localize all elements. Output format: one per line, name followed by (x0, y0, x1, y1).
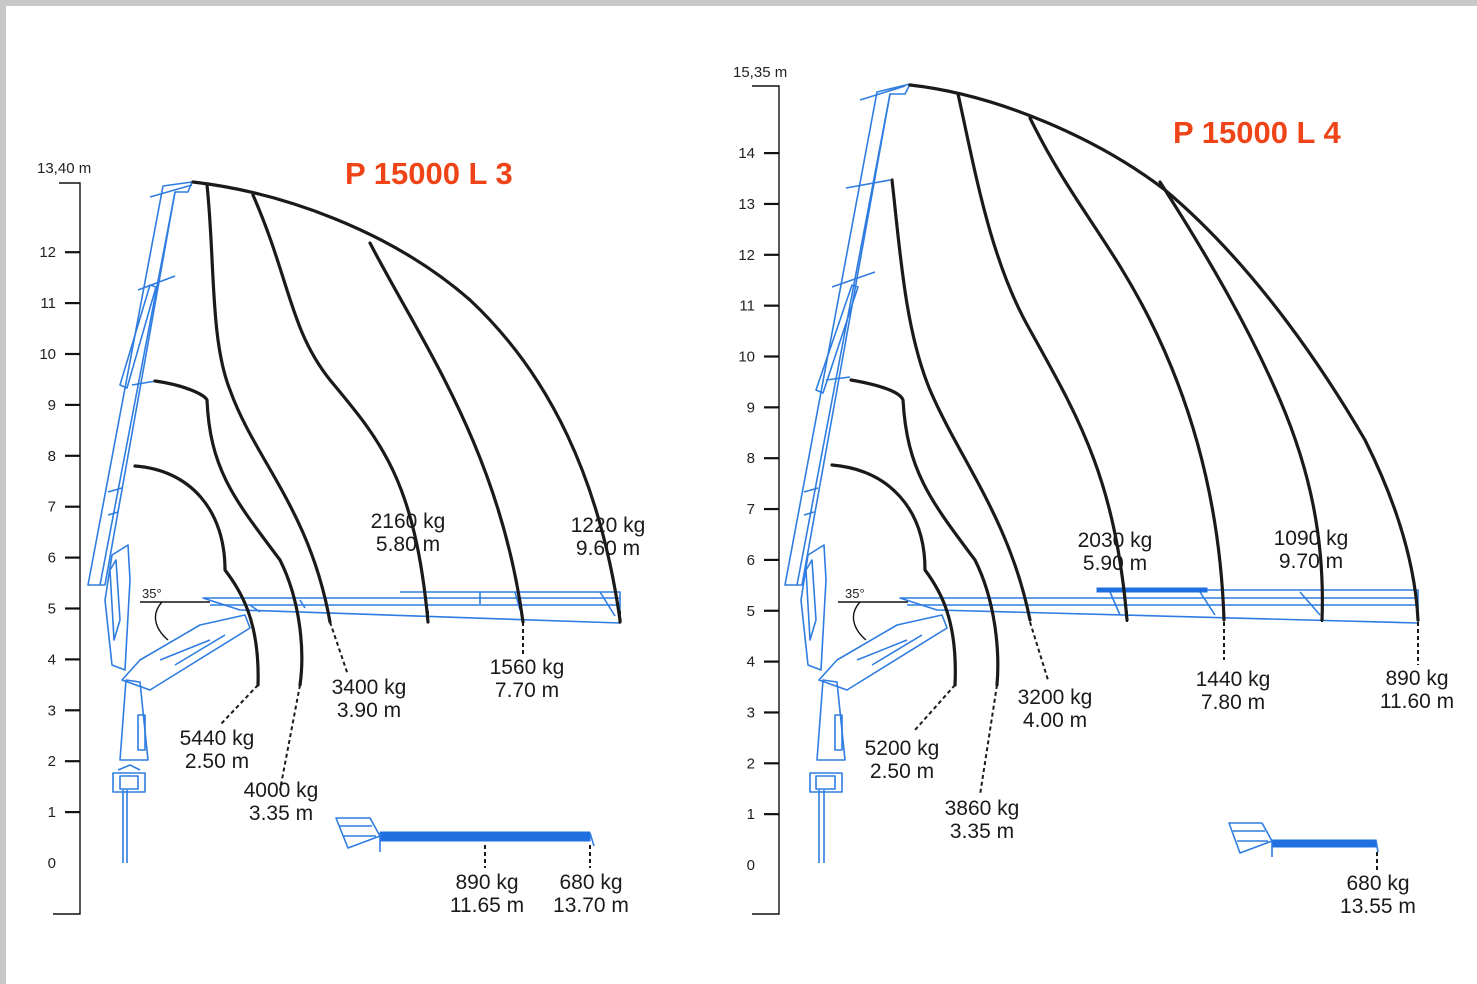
load-label-m: 2.50 m (185, 750, 249, 773)
load-label-kg: 5440 kg (180, 727, 255, 750)
load-label-m: 3.35 m (950, 820, 1014, 843)
load-label-kg: 680 kg (1346, 872, 1409, 895)
y-tick-label: 1 (48, 804, 56, 821)
load-curve-2500 (133, 464, 260, 687)
y-tick-label: 14 (738, 145, 755, 162)
y-tick-label: 7 (747, 501, 755, 518)
load-label-kg: 890 kg (1385, 667, 1448, 690)
y-tick-label: 2 (48, 753, 56, 770)
y-tick-label: 13 (738, 196, 755, 213)
angle-label: 35° (845, 586, 865, 601)
y-tick-label: 12 (39, 244, 56, 261)
load-curve-3900 (205, 183, 332, 624)
load-label-m: 5.80 m (376, 533, 440, 556)
max-height-label: 13,40 m (37, 160, 91, 177)
y-tick-label: 2 (747, 755, 755, 772)
load-label-kg: 5200 kg (865, 737, 940, 760)
envelope-curve (908, 83, 1420, 622)
load-label-m: 11.65 m (450, 894, 524, 917)
load-label-kg: 2160 kg (371, 510, 446, 533)
y-tick-label: 6 (48, 550, 56, 567)
load-curve-4000 (890, 178, 1032, 622)
load-labels: 5440 kg 2.50 m 4000 kg 3.35 m 3400 kg 3.… (180, 510, 646, 917)
y-tick-label: 5 (48, 601, 56, 618)
load-label-kg: 3860 kg (945, 797, 1020, 820)
y-tick-label: 11 (739, 298, 755, 315)
load-label-kg: 4000 kg (244, 779, 319, 802)
height-axis (752, 85, 780, 915)
load-label-kg: 1560 kg (490, 656, 565, 679)
load-label-m: 9.70 m (1279, 550, 1343, 573)
load-label-m: 3.35 m (249, 802, 313, 825)
y-tick-label: 9 (747, 399, 755, 416)
load-label-kg: 1090 kg (1274, 527, 1349, 550)
load-label-m: 7.70 m (495, 679, 559, 702)
load-label-m: 11.60 m (1380, 690, 1454, 713)
y-tick-label: 3 (48, 702, 56, 719)
load-curve-7800 (1028, 116, 1226, 622)
load-curve-5900 (956, 92, 1129, 622)
load-label-kg: 680 kg (559, 871, 622, 894)
y-tick-label: 8 (48, 448, 56, 465)
y-tick-label: 0 (747, 857, 755, 874)
load-curve-7700 (368, 241, 525, 624)
load-curve-3350 (153, 379, 304, 687)
y-tick-label: 1 (747, 806, 755, 823)
load-label-kg: 3400 kg (332, 676, 407, 699)
y-tick-label: 6 (747, 552, 755, 569)
load-curve-2500 (830, 463, 957, 687)
load-labels: 5200 kg 2.50 m 3860 kg 3.35 m 3200 kg 4.… (865, 527, 1455, 918)
load-label-kg: 890 kg (455, 871, 518, 894)
load-label-m: 5.90 m (1083, 552, 1147, 575)
load-curve-5800 (251, 193, 430, 624)
load-chart-sheet: P 15000 L 3 13,40 m 0 1 2 3 4 5 6 7 8 9 10 11 12 (6, 6, 1477, 984)
load-label-m: 9.60 m (576, 537, 640, 560)
load-curves (830, 83, 1420, 870)
y-tick-label: 5 (747, 603, 755, 620)
load-curves (133, 180, 622, 868)
load-curve-3350 (849, 378, 1000, 687)
load-label-m: 13.55 m (1340, 895, 1416, 918)
load-label-m: 7.80 m (1201, 691, 1265, 714)
load-label-kg: 1220 kg (571, 514, 646, 537)
y-tick-label: 9 (48, 397, 56, 414)
load-label-m: 4.00 m (1023, 709, 1087, 732)
y-tick-label: 10 (39, 346, 56, 363)
load-label-m: 13.70 m (553, 894, 629, 917)
diagram-title: P 15000 L 3 (345, 156, 513, 191)
height-axis (53, 182, 81, 915)
load-curve-9700 (1158, 180, 1324, 622)
y-tick-label: 4 (747, 654, 755, 671)
angle-label: 35° (142, 586, 162, 601)
load-label-m: 3.90 m (337, 699, 401, 722)
load-label-kg: 3200 kg (1018, 686, 1093, 709)
load-label-m: 2.50 m (870, 760, 934, 783)
y-tick-label: 0 (48, 855, 56, 872)
y-tick-label: 8 (747, 450, 755, 467)
load-label-kg: 2030 kg (1078, 529, 1153, 552)
y-tick-label: 4 (48, 651, 56, 668)
max-height-label: 15,35 m (733, 64, 787, 81)
y-tick-label: 7 (48, 499, 56, 516)
load-label-kg: 1440 kg (1196, 668, 1271, 691)
crane-drawing (784, 83, 1419, 863)
envelope-curve (191, 180, 622, 622)
diagram-title: P 15000 L 4 (1173, 115, 1342, 150)
y-tick-label: 10 (738, 349, 755, 366)
y-tick-label: 11 (40, 295, 56, 312)
y-tick-label: 3 (747, 704, 755, 721)
crane-drawing (87, 181, 621, 863)
y-tick-label: 12 (738, 247, 755, 264)
